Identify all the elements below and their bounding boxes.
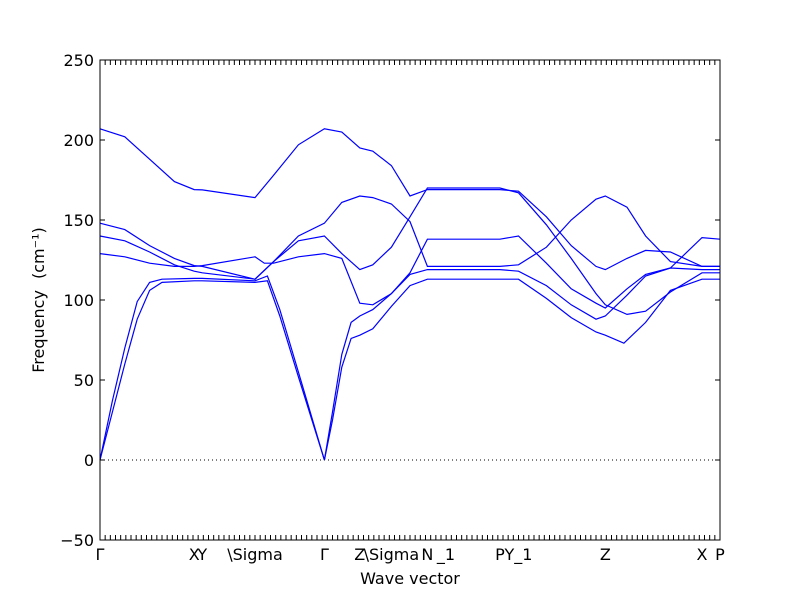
band-line-5 — [99, 267, 720, 461]
x-axis-title: Wave vector — [360, 569, 460, 588]
y-tick-label: 100 — [63, 291, 94, 310]
y-axis-title-text: Frequency — [29, 290, 48, 373]
y-tick-label: 50 — [74, 371, 94, 390]
x-tick-label: X — [189, 545, 200, 564]
x-tick-label: Z — [600, 545, 611, 564]
x-tick-label: P — [715, 545, 725, 564]
x-tick-labels: Γ XY \Sigma Γ Z\Sigma N _1 P Y_1 Z X P — [96, 545, 726, 565]
x-tick-label: X — [697, 545, 708, 564]
band-line-3 — [99, 187, 720, 316]
y-tick-label: 150 — [63, 211, 94, 230]
y-tick-label: 0 — [84, 451, 94, 470]
y-axis-title: Frequency (cm⁻¹) — [29, 227, 48, 372]
band-line-6 — [99, 278, 720, 461]
x-tick-label: \Sigma — [364, 545, 420, 564]
band-line-4 — [99, 235, 721, 309]
x-tick-label: Γ — [320, 545, 329, 564]
y-axis-title-group: Frequency (cm⁻¹) — [29, 227, 48, 372]
x-tick-label: Y_1 — [504, 545, 533, 565]
tick-layer — [99, 59, 721, 541]
x-tick-label: P — [495, 545, 505, 564]
x-tick-label: \Sigma — [227, 545, 283, 564]
y-axis-title-unit: (cm⁻¹) — [29, 227, 48, 279]
y-tick-label: −50 — [60, 531, 94, 550]
band-line-1 — [99, 128, 720, 271]
y-tick-labels: −50 0 50 100 150 200 250 — [60, 51, 94, 550]
plot-frame — [99, 59, 721, 541]
x-tick-label: Y — [196, 545, 207, 564]
x-tick-label: _1 — [436, 545, 455, 565]
x-tick-label: Γ — [96, 545, 105, 564]
band-layer — [99, 128, 721, 461]
x-tick-label: Z — [354, 545, 365, 564]
y-tick-label: 200 — [63, 131, 94, 150]
x-tick-label: N — [421, 545, 433, 564]
y-tick-label: 250 — [63, 51, 94, 70]
